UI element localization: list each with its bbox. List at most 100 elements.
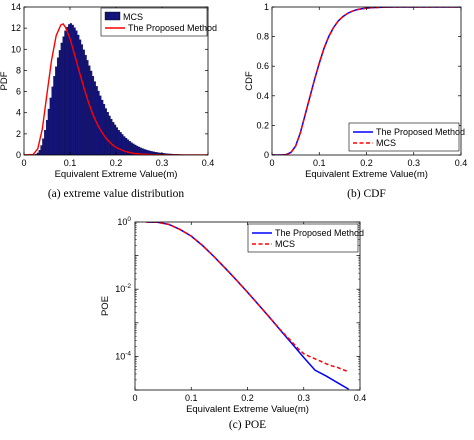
histogram-bar [79,39,82,155]
histogram-bar [119,132,122,155]
figure-caption: (a) extreme value distribution [48,188,185,200]
histogram-bar [112,122,115,155]
plot-area-c [146,222,350,390]
histogram-bar [115,127,118,155]
y-tick-label: 4 [16,108,21,118]
x-tick-label: 0 [21,158,26,168]
histogram-bar [114,124,117,155]
y-tick-label: 100 [117,216,131,227]
histogram-bar [55,66,58,155]
y-tick-label: 0.4 [256,91,269,101]
y-tick-exponent: -2 [125,283,131,290]
y-axis-label: CDF [244,71,255,91]
x-tick-label: 0.4 [455,158,468,168]
histogram-bar [68,24,71,155]
x-tick-label: 0.1 [64,158,77,168]
histogram-bar [110,118,113,155]
histogram-bar [86,60,89,155]
y-tick-base: 10 [115,284,125,294]
chart-b: 0 0.1 0.2 0.3 0.4 0 0.2 0.4 0.6 0.8 1 Equivalent Ex… [244,2,467,200]
histogram-bar [80,44,84,155]
y-tick-label: 8 [16,65,21,75]
histogram-bar [56,57,60,155]
x-tick-label: 0.3 [156,158,169,168]
histogram-bar [73,27,76,155]
legend-label: MCS [275,239,295,249]
legend-item: MCS [252,239,295,249]
legend-swatch [104,11,121,21]
histogram-bar [44,130,47,155]
histogram-bar [40,145,43,155]
y-axis-label: POE [100,296,111,316]
y-tick-label: 6 [16,87,21,97]
histogram-bar [106,112,109,155]
y-axis-label: PDF [0,71,10,90]
histogram-bar [104,108,107,155]
y-tick-label: 2 [16,129,21,139]
y-tick-label: 0 [264,150,269,160]
x-tick-label: 0 [132,393,137,403]
histogram-bar [75,30,78,155]
legend-label: The Proposed Method [128,23,217,33]
histogram-bar [101,99,104,155]
legend-item: The Proposed Method [353,127,465,137]
histogram-bar [47,108,50,155]
plot-area-a [24,23,208,155]
histogram-bar [84,54,87,155]
y-tick-label: 0.8 [256,32,269,42]
histogram-bar [38,149,41,155]
y-tick-base: 10 [115,351,125,361]
legend-item: MCS [353,138,396,148]
x-axis-label: Equivalent Extreme Value(m) [55,169,178,180]
histogram-bar [123,136,126,155]
y-tick-exponent: 0 [127,216,131,223]
legend-item: MCS [104,11,143,22]
legend-item: The Proposed Method [105,23,217,33]
histogram-bar [53,76,56,155]
histogram-bar [77,34,80,155]
y-tick-label: 10-2 [115,283,131,294]
x-tick-label: 0.4 [354,393,367,403]
x-tick-label: 0.1 [313,158,326,168]
x-tick-label: 0.2 [110,158,123,168]
figure-caption: (c) POE [229,419,266,431]
chart-a: 0 0.1 0.2 0.3 0.4 0 2 4 6 8 10 12 14 Equivalent Extre… [0,2,217,200]
legend-label: MCS [123,12,143,22]
x-tick-label: 0.2 [241,393,254,403]
legend-label: MCS [376,138,396,148]
histogram-bar [102,104,106,155]
histogram-bar [82,49,85,155]
y-tick-base: 10 [117,217,127,227]
series-line-mcs [146,222,349,373]
histogram-bar [49,97,52,155]
legend-box [348,122,460,152]
histogram-bars [33,23,196,155]
y-tick-label: 0 [16,150,21,160]
x-tick-label: 0.3 [407,158,420,168]
series-line-proposed-method [24,23,208,155]
y-tick-label: 1 [264,2,269,12]
y-tick-label: 10 [11,44,21,54]
y-tick-exponent: -4 [125,350,131,357]
legend-item: The Proposed Method [252,228,364,238]
legend-label: The Proposed Method [275,228,364,238]
legend-label: The Proposed Method [376,127,465,137]
histogram-bar [88,65,91,155]
x-axis-label: Equivalent Extreme Value(m) [305,169,428,180]
y-tick-label: 0.6 [256,61,269,71]
histogram-bar [64,30,67,155]
y-tick-label: 10-4 [115,350,131,361]
x-axis-label: Equivalent Extreme Value(m) [186,404,309,415]
histogram-bar [108,115,111,155]
histogram-bar [42,138,45,155]
histogram-bar [45,119,49,155]
histogram-bar [117,130,120,155]
x-tick-label: 0.1 [185,393,198,403]
x-tick-label: 0.4 [202,158,215,168]
histogram-bar [62,36,65,155]
y-tick-label: 14 [11,2,21,12]
x-tick-label: 0.2 [360,158,373,168]
